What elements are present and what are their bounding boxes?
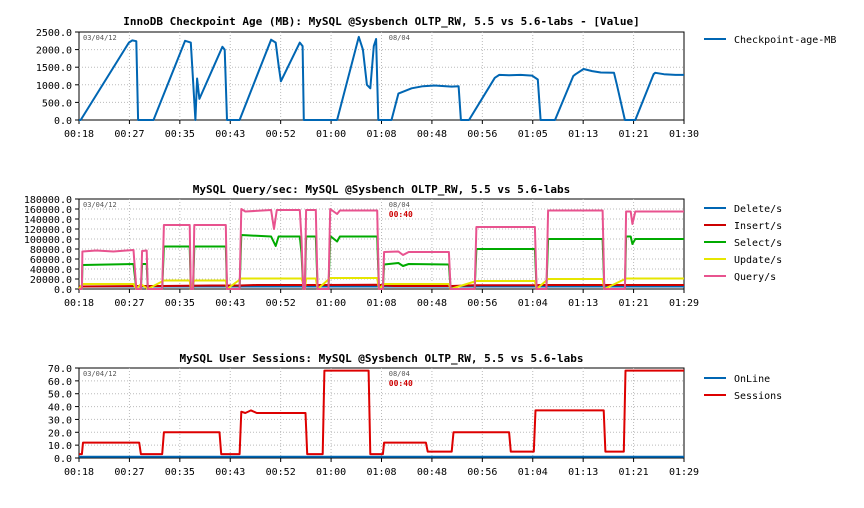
y-tick-label: 60.0 xyxy=(48,377,72,388)
x-tick-label: 01:13 xyxy=(568,298,598,309)
series-line-query-s xyxy=(79,208,684,290)
x-tick-label: 01:13 xyxy=(568,129,598,140)
x-tick-label: 01:00 xyxy=(316,129,346,140)
x-tick-label: 01:29 xyxy=(669,298,699,309)
y-tick-label: 60000.0 xyxy=(30,255,72,266)
date-annotation: 08/04 xyxy=(389,201,410,209)
x-tick-label: 00:35 xyxy=(165,467,195,478)
chart-title: MySQL Query/sec: MySQL @Sysbench OLTP_RW… xyxy=(193,183,571,196)
y-tick-label: 100000.0 xyxy=(24,235,72,246)
chart-title: MySQL User Sessions: MySQL @Sysbench OLT… xyxy=(180,352,584,365)
legend-label: Delete/s xyxy=(734,204,782,215)
y-tick-label: 50.0 xyxy=(48,390,72,401)
x-tick-label: 01:04 xyxy=(518,467,548,478)
x-tick-label: 01:08 xyxy=(366,129,396,140)
legend-label: Query/s xyxy=(734,272,776,283)
x-tick-label: 00:18 xyxy=(64,298,94,309)
x-tick-label: 01:13 xyxy=(568,467,598,478)
x-tick-label: 00:56 xyxy=(467,129,497,140)
y-tick-label: 2500.0 xyxy=(36,28,72,39)
date-annotation: 08/04 xyxy=(389,370,410,378)
series-line-insert-s xyxy=(78,283,684,288)
x-tick-label: 00:52 xyxy=(266,467,296,478)
y-tick-label: 0.0 xyxy=(54,116,72,127)
y-tick-label: 10.0 xyxy=(48,441,72,452)
x-tick-label: 01:00 xyxy=(316,298,346,309)
legend-label: Update/s xyxy=(734,255,782,266)
y-tick-label: 40000.0 xyxy=(30,265,72,276)
y-tick-label: 2000.0 xyxy=(36,46,72,57)
date-annotation: 03/04/12 xyxy=(83,34,117,42)
x-tick-label: 00:18 xyxy=(64,467,94,478)
y-tick-label: 1000.0 xyxy=(36,81,72,92)
chart-title: InnoDB Checkpoint Age (MB): MySQL @Sysbe… xyxy=(123,15,640,28)
y-tick-label: 70.0 xyxy=(48,364,72,375)
x-tick-label: 00:35 xyxy=(165,298,195,309)
x-tick-label: 00:48 xyxy=(417,298,447,309)
y-tick-label: 140000.0 xyxy=(24,215,72,226)
time-annotation: 00:40 xyxy=(389,210,413,219)
x-tick-label: 01:29 xyxy=(669,467,699,478)
x-tick-label: 00:52 xyxy=(266,298,296,309)
y-tick-label: 120000.0 xyxy=(24,225,72,236)
x-tick-label: 00:43 xyxy=(215,129,245,140)
x-tick-label: 00:43 xyxy=(215,298,245,309)
x-tick-label: 00:48 xyxy=(417,129,447,140)
x-tick-label: 00:56 xyxy=(467,298,497,309)
x-tick-label: 01:00 xyxy=(316,467,346,478)
series-line-sessions xyxy=(79,369,684,456)
y-tick-label: 20.0 xyxy=(48,428,72,439)
y-tick-label: 160000.0 xyxy=(24,205,72,216)
x-tick-label: 01:04 xyxy=(518,298,548,309)
y-tick-label: 40.0 xyxy=(48,403,72,414)
x-tick-label: 01:05 xyxy=(518,129,548,140)
date-annotation: 08/04 xyxy=(389,34,410,42)
date-annotation: 03/04/12 xyxy=(83,370,117,378)
y-tick-label: 0.0 xyxy=(54,285,72,296)
series-line-checkpoint-age-mb xyxy=(79,35,684,121)
legend-label: OnLine xyxy=(734,374,770,385)
plot-frame xyxy=(78,31,685,121)
chart-3: MySQL User Sessions: MySQL @Sysbench OLT… xyxy=(48,352,782,478)
x-tick-label: 01:21 xyxy=(619,298,649,309)
x-tick-label: 00:27 xyxy=(114,129,144,140)
chart-1: InnoDB Checkpoint Age (MB): MySQL @Sysbe… xyxy=(36,15,836,140)
y-tick-label: 80000.0 xyxy=(30,245,72,256)
x-tick-label: 00:43 xyxy=(215,467,245,478)
legend-label: Sessions xyxy=(734,391,782,402)
legend-label: Select/s xyxy=(734,238,782,249)
x-tick-label: 01:30 xyxy=(669,129,699,140)
x-tick-label: 00:48 xyxy=(417,467,447,478)
x-tick-label: 01:08 xyxy=(366,298,396,309)
x-tick-label: 01:21 xyxy=(619,467,649,478)
time-annotation: 00:40 xyxy=(389,379,413,388)
y-tick-label: 500.0 xyxy=(42,98,72,109)
y-tick-label: 30.0 xyxy=(48,415,72,426)
x-tick-label: 00:18 xyxy=(64,129,94,140)
legend-label: Insert/s xyxy=(734,221,782,232)
legend-label: Checkpoint-age-MB xyxy=(734,35,836,46)
date-annotation: 03/04/12 xyxy=(83,201,117,209)
chart-2: MySQL Query/sec: MySQL @Sysbench OLTP_RW… xyxy=(24,183,782,309)
y-tick-label: 20000.0 xyxy=(30,275,72,286)
x-tick-label: 01:21 xyxy=(619,129,649,140)
x-tick-label: 00:56 xyxy=(467,467,497,478)
x-tick-label: 00:27 xyxy=(114,298,144,309)
y-tick-label: 180000.0 xyxy=(24,195,72,206)
y-tick-label: 0.0 xyxy=(54,454,72,465)
x-tick-label: 01:08 xyxy=(366,467,396,478)
y-tick-label: 1500.0 xyxy=(36,63,72,74)
x-tick-label: 00:27 xyxy=(114,467,144,478)
x-tick-label: 00:52 xyxy=(266,129,296,140)
x-tick-label: 00:35 xyxy=(165,129,195,140)
